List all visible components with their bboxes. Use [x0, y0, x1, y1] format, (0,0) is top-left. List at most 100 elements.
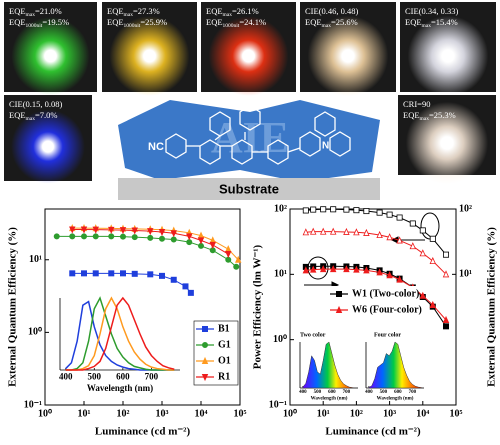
data-point: [329, 227, 337, 235]
label-rest: =25.9%: [140, 17, 167, 27]
photo-label: EQE1000nit=25.9%: [107, 17, 167, 29]
data-point: [419, 291, 427, 299]
y-tick-label: 10²: [274, 203, 287, 214]
legend-label: W6 (Four-color): [352, 304, 422, 315]
x-tick-label: 10⁰: [38, 408, 52, 419]
spectrum-area: [302, 341, 358, 389]
data-point: [147, 228, 154, 236]
data-point: [170, 276, 177, 283]
data-point: [131, 227, 138, 235]
atom: N: [322, 141, 329, 152]
label-rest: =26.1%: [232, 6, 259, 16]
data-point: [186, 233, 193, 241]
label-main: CIE(0.15, 0.08): [9, 99, 63, 109]
photo-glow: [405, 101, 489, 185]
inset-title: Two color: [300, 332, 326, 338]
data-point: [131, 270, 138, 277]
data-point: [386, 211, 393, 218]
label-rest: =25.3%: [429, 110, 456, 120]
label-sub: max: [422, 23, 432, 29]
label-rest: =27.3%: [133, 6, 160, 16]
legend-marker: [201, 356, 209, 365]
photo-label: EQE1000nit=24.1%: [206, 17, 266, 29]
photo-label: CRI=90: [403, 99, 430, 109]
inset-tick-label: 600: [328, 390, 336, 395]
photo-label: EQE1000nit=19.5%: [9, 17, 69, 29]
data-point: [119, 227, 127, 235]
data-point: [158, 272, 165, 279]
data-point: [209, 241, 216, 249]
spectrum-line: [65, 296, 175, 371]
data-point: [386, 271, 393, 279]
data-point: [69, 233, 76, 240]
photo-glow: [11, 16, 90, 96]
photo-label: CIE(0.15, 0.08): [9, 99, 63, 109]
series-line: [305, 231, 447, 275]
y2-axis-label: External Quantum Efficiency (%): [486, 227, 498, 387]
photo-label: EQEmax=25.3%: [403, 110, 456, 122]
data-point: [376, 268, 383, 276]
data-point: [234, 255, 242, 263]
data-point: [147, 271, 154, 278]
molecule-diagram: AIE NC N Substrate: [118, 100, 380, 200]
label-main: CIE(0.46, 0.48): [305, 6, 359, 16]
legend-label: O1: [218, 355, 231, 366]
x-tick-label: 10⁵: [234, 408, 247, 419]
data-point: [108, 270, 115, 277]
photo-label: EQEmax=7.0%: [9, 110, 58, 122]
x-axis-label: Luminance (cd m⁻²): [95, 426, 191, 438]
series-line: [72, 272, 192, 294]
photo-glow: [11, 109, 85, 184]
photo-label: CIE(0.34, 0.33): [405, 6, 459, 16]
label-main: EQE: [9, 17, 26, 27]
data-point: [302, 228, 310, 236]
data-point: [225, 245, 232, 253]
data-point: [92, 233, 99, 240]
spectrum-line: [65, 296, 175, 371]
y-tick-label: 10¹: [29, 254, 42, 265]
legend-box: [328, 286, 418, 318]
data-point: [108, 226, 115, 234]
x-tick-label: 10⁴: [416, 408, 429, 419]
data-point: [319, 227, 327, 235]
photo-label: EQEmax=21.0%: [9, 6, 62, 18]
label-rest: =25.6%: [331, 17, 358, 27]
photo-label: CIE(0.46, 0.48): [305, 6, 359, 16]
data-point: [343, 206, 350, 213]
y2-tick-label: 10¹: [459, 269, 472, 280]
substrate: [118, 178, 380, 200]
data-point: [419, 227, 426, 234]
legend-marker: [335, 305, 343, 314]
legend-marker: [201, 373, 209, 382]
legend-marker: [201, 341, 208, 348]
data-point: [69, 270, 76, 277]
data-point: [233, 263, 240, 270]
y-tick-label: 10⁰: [273, 334, 287, 345]
inset-tick-label: 500: [88, 371, 102, 381]
legend-marker: [335, 290, 342, 297]
label-main: EQE: [206, 17, 223, 27]
data-point: [92, 270, 99, 277]
label-main: EQE: [9, 110, 26, 120]
photo-glow: [407, 15, 489, 97]
inset-x-label: Wavelength (nm): [377, 397, 414, 402]
data-point: [310, 206, 317, 213]
inset-tick-label: 400: [59, 371, 73, 381]
data-point: [376, 230, 383, 238]
label-sub: 1000nit: [26, 23, 43, 29]
data-point: [330, 206, 337, 213]
data-point: [376, 209, 383, 216]
data-point: [409, 220, 416, 227]
inset-tick-label: 700: [145, 371, 159, 381]
x-tick-label: 10¹: [78, 408, 91, 419]
label-main: EQE: [206, 6, 223, 16]
data-point: [69, 226, 76, 234]
data-point: [363, 228, 370, 236]
label-rest: =19.5%: [42, 17, 69, 27]
data-point: [429, 300, 437, 308]
photo-label: EQEmax=25.6%: [305, 17, 358, 29]
legend-marker: [201, 325, 208, 332]
x-axis-label: Luminance (cd m⁻²): [325, 426, 421, 438]
label-main: EQE: [107, 17, 124, 27]
